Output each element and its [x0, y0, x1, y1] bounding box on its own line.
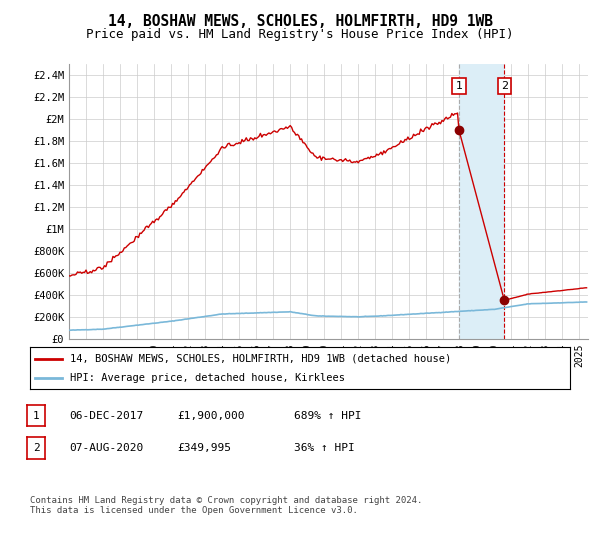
Text: 1: 1: [32, 410, 40, 421]
Text: 2: 2: [32, 443, 40, 453]
Text: 14, BOSHAW MEWS, SCHOLES, HOLMFIRTH, HD9 1WB (detached house): 14, BOSHAW MEWS, SCHOLES, HOLMFIRTH, HD9…: [71, 354, 452, 364]
Text: 689% ↑ HPI: 689% ↑ HPI: [294, 410, 361, 421]
Text: £349,995: £349,995: [177, 443, 231, 453]
Text: £1,900,000: £1,900,000: [177, 410, 245, 421]
Bar: [459, 64, 504, 339]
Text: 1: 1: [455, 81, 463, 91]
Text: Price paid vs. HM Land Registry's House Price Index (HPI): Price paid vs. HM Land Registry's House …: [86, 28, 514, 41]
Text: 06-DEC-2017: 06-DEC-2017: [69, 410, 143, 421]
Text: 36% ↑ HPI: 36% ↑ HPI: [294, 443, 355, 453]
Text: HPI: Average price, detached house, Kirklees: HPI: Average price, detached house, Kirk…: [71, 374, 346, 383]
Text: 07-AUG-2020: 07-AUG-2020: [69, 443, 143, 453]
Text: Contains HM Land Registry data © Crown copyright and database right 2024.
This d: Contains HM Land Registry data © Crown c…: [30, 496, 422, 515]
Text: 14, BOSHAW MEWS, SCHOLES, HOLMFIRTH, HD9 1WB: 14, BOSHAW MEWS, SCHOLES, HOLMFIRTH, HD9…: [107, 14, 493, 29]
Text: 2: 2: [501, 81, 508, 91]
